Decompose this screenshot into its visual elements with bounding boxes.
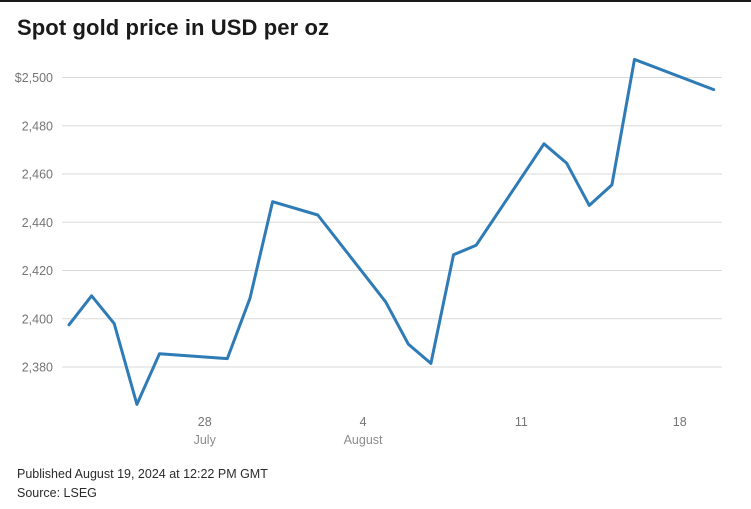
x-axis-tick-label: 11 — [515, 415, 528, 429]
x-axis-tick-label: 28 — [198, 415, 212, 429]
chart-footer: Published August 19, 2024 at 12:22 PM GM… — [17, 465, 751, 503]
gold-price-chart: $2,500 2,480 2,460 2,440 2,420 2,400 2,380 28 Ju… — [15, 57, 722, 447]
y-axis-tick-label: 2,480 — [22, 119, 53, 133]
y-axis-tick-label: 2,420 — [22, 264, 53, 278]
y-axis-tick-label: 2,460 — [22, 168, 53, 182]
chart-title: Spot gold price in USD per oz — [17, 15, 330, 40]
y-axis-tick-label: 2,400 — [22, 312, 53, 326]
y-axis-tick-label: 2,440 — [22, 216, 53, 230]
x-axis-month-label: August — [344, 433, 383, 447]
published-timestamp: Published August 19, 2024 at 12:22 PM GM… — [17, 467, 268, 481]
x-axis-month-label: July — [194, 433, 217, 447]
y-axis-tick-label: 2,380 — [22, 361, 53, 375]
y-axis-tick-label: $2,500 — [15, 71, 53, 85]
source-label: Source: LSEG — [17, 486, 97, 500]
top-border — [0, 0, 751, 2]
x-axis-tick-label: 4 — [360, 415, 367, 429]
x-axis-tick-label: 18 — [673, 415, 687, 429]
price-line-series — [67, 57, 716, 406]
